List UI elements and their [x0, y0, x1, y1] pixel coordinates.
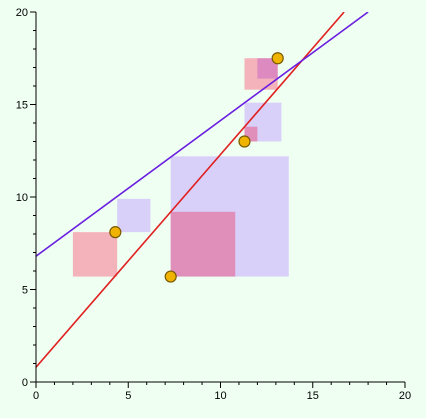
data-point-1: [165, 271, 176, 282]
y-tick-label-1: 5: [22, 285, 28, 297]
data-rect-0: [73, 232, 117, 276]
rectangles-layer: [73, 58, 289, 276]
x-tick-label-2: 10: [214, 390, 226, 402]
y-tick-label-2: 10: [16, 192, 28, 204]
y-tick-label-0: 0: [22, 377, 28, 389]
x-tick-label-0: 0: [33, 390, 39, 402]
x-tick-label-4: 20: [399, 390, 411, 402]
y-tick-label-3: 15: [16, 100, 28, 112]
y-tick-label-4: 20: [16, 7, 28, 19]
data-point-3: [272, 53, 283, 64]
data-point-0: [110, 227, 121, 238]
data-rect-3: [171, 212, 236, 277]
x-tick-label-1: 5: [125, 390, 131, 402]
data-rect-1: [117, 199, 150, 232]
data-point-2: [239, 136, 250, 147]
trend-line-0: [36, 12, 344, 367]
x-tick-label-3: 15: [307, 390, 319, 402]
